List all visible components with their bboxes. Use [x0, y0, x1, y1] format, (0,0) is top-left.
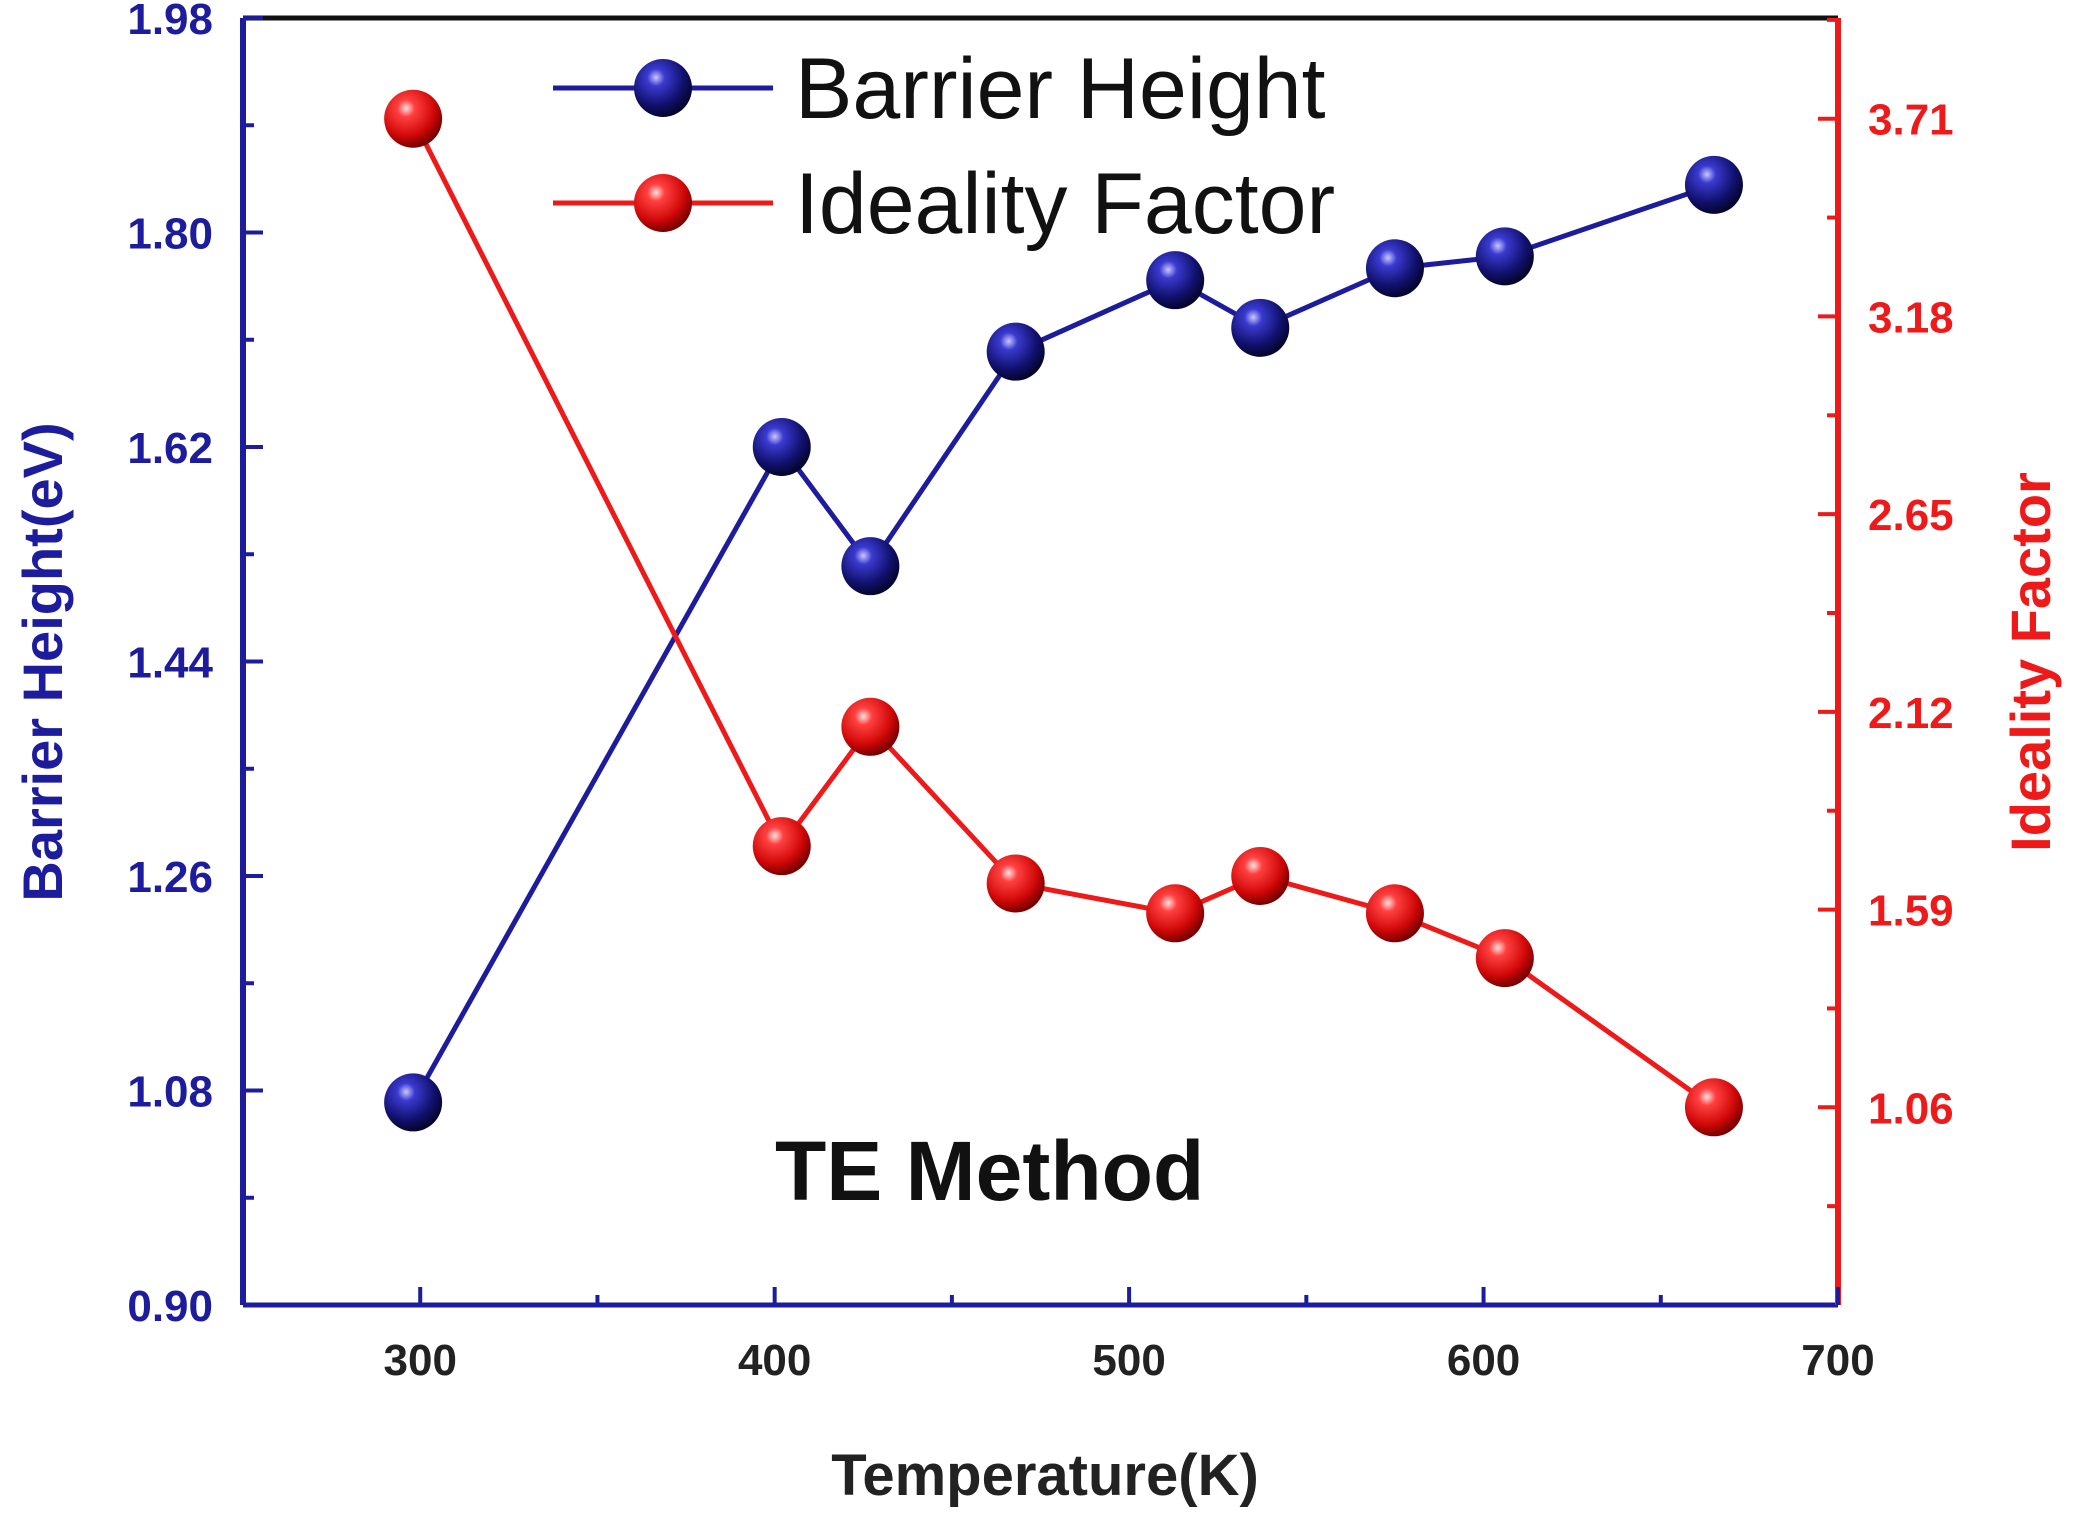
data-point-barrier-height — [1146, 251, 1205, 310]
legend-label-ideality-factor: Ideality Factor — [795, 156, 1335, 252]
y2-axis-label: Ideality Factor — [1999, 472, 2062, 852]
y-tick-label: 1.98 — [127, 0, 213, 44]
data-point-barrier-height — [1475, 227, 1534, 286]
x-tick-label: 700 — [1801, 1336, 1874, 1385]
x-tick-label: 300 — [384, 1336, 457, 1385]
y2-tick-label: 1.59 — [1868, 887, 1954, 936]
legend-marker-barrier-height — [634, 59, 692, 117]
x-ticks: 300 400 500 600 700 — [384, 1287, 1875, 1385]
y2-tick-label: 1.06 — [1868, 1084, 1954, 1133]
x-tick-label: 500 — [1092, 1336, 1165, 1385]
data-point-ideality-factor — [1475, 929, 1534, 988]
y-tick-label: 1.26 — [127, 853, 213, 902]
y-tick-label: 1.08 — [127, 1068, 213, 1117]
data-point-ideality-factor — [384, 89, 443, 148]
data-point-ideality-factor — [1146, 884, 1205, 943]
data-point-ideality-factor — [752, 817, 811, 876]
data-point-ideality-factor — [1231, 847, 1290, 905]
data-point-ideality-factor — [841, 697, 900, 756]
data-point-barrier-height — [384, 1073, 443, 1132]
y-tick-label: 0.90 — [127, 1282, 213, 1331]
annotation-te-method: TE Method — [775, 1124, 1204, 1218]
data-point-ideality-factor — [986, 854, 1045, 913]
x-tick-label: 600 — [1447, 1336, 1520, 1385]
data-point-barrier-height — [841, 537, 900, 596]
data-point-barrier-height — [752, 418, 811, 476]
legend-label-barrier-height: Barrier Height — [795, 41, 1326, 137]
y2-tick-label: 3.71 — [1868, 96, 1954, 145]
data-point-barrier-height — [1231, 298, 1290, 357]
y-tick-label: 1.44 — [127, 639, 213, 688]
series-layer — [384, 89, 1743, 1137]
y-tick-label: 1.80 — [127, 210, 213, 259]
y2-tick-label: 2.65 — [1868, 491, 1954, 540]
y-ticks: 0.90 1.08 1.26 1.44 1.62 1.80 1.98 — [127, 0, 263, 1331]
data-point-barrier-height — [1365, 239, 1424, 298]
y-tick-label: 1.62 — [127, 424, 213, 473]
y2-ticks: 1.06 1.59 2.12 2.65 3.18 3.71 — [1818, 17, 1954, 1209]
data-point-barrier-height — [1684, 155, 1743, 214]
x-axis-label: Temperature(K) — [831, 1443, 1259, 1508]
legend-marker-ideality-factor — [634, 174, 692, 232]
y2-tick-label: 2.12 — [1868, 689, 1954, 738]
legend: Barrier Height Ideality Factor — [553, 41, 1335, 252]
y2-tick-label: 3.18 — [1868, 293, 1954, 342]
y-axis-label: Barrier Height(eV) — [11, 422, 74, 901]
data-point-ideality-factor — [1684, 1078, 1743, 1137]
data-point-ideality-factor — [1365, 884, 1424, 943]
x-tick-label: 400 — [738, 1336, 811, 1385]
data-point-barrier-height — [986, 322, 1045, 381]
